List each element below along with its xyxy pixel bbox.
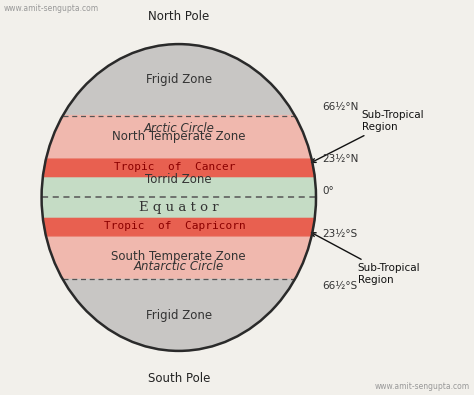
Text: North Temperate Zone: North Temperate Zone xyxy=(112,130,246,143)
Polygon shape xyxy=(63,44,295,116)
Polygon shape xyxy=(43,159,315,177)
Text: Sub-Tropical
Region: Sub-Tropical Region xyxy=(311,110,424,162)
Polygon shape xyxy=(63,279,295,351)
Text: Frigid Zone: Frigid Zone xyxy=(146,308,212,322)
Text: Torrid Zone: Torrid Zone xyxy=(146,173,212,186)
Text: Antarctic Circle: Antarctic Circle xyxy=(134,260,224,273)
Text: Arctic Circle: Arctic Circle xyxy=(143,122,214,135)
Text: 66½°S: 66½°S xyxy=(322,281,357,291)
Text: South Pole: South Pole xyxy=(147,372,210,385)
Text: 23½°S: 23½°S xyxy=(322,229,357,239)
Text: 66½°N: 66½°N xyxy=(322,102,359,112)
Text: Frigid Zone: Frigid Zone xyxy=(146,73,212,87)
Polygon shape xyxy=(42,168,316,227)
Polygon shape xyxy=(44,116,313,168)
Text: 23½°N: 23½°N xyxy=(322,154,359,164)
Text: E q u a t o r: E q u a t o r xyxy=(139,201,219,214)
Text: South Temperate Zone: South Temperate Zone xyxy=(111,250,246,263)
Text: 0°: 0° xyxy=(322,186,334,196)
Polygon shape xyxy=(43,218,315,236)
Text: Sub-Tropical
Region: Sub-Tropical Region xyxy=(311,233,420,285)
Text: Tropic  of  Capricorn: Tropic of Capricorn xyxy=(104,221,246,231)
Text: Tropic  of  Cancer: Tropic of Cancer xyxy=(114,162,236,172)
Text: North Pole: North Pole xyxy=(148,10,210,23)
Polygon shape xyxy=(44,227,313,279)
Text: www.amit-sengupta.com: www.amit-sengupta.com xyxy=(375,382,470,391)
Text: www.amit-sengupta.com: www.amit-sengupta.com xyxy=(4,4,99,13)
